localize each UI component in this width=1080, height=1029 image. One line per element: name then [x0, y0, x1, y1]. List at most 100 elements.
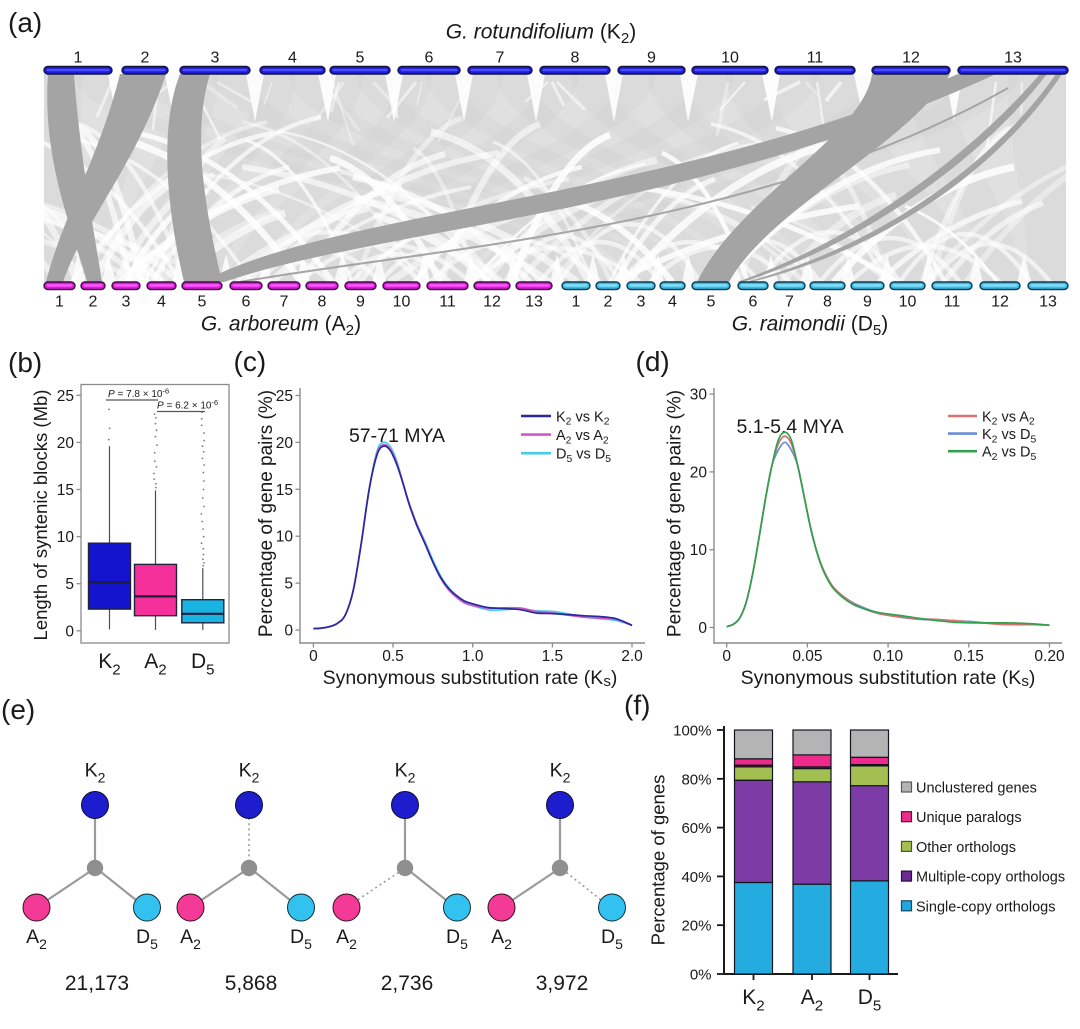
svg-text:12: 12	[483, 294, 501, 311]
svg-text:10: 10	[393, 294, 411, 311]
svg-text:8: 8	[318, 294, 327, 311]
svg-text:8: 8	[571, 50, 580, 67]
svg-text:K2​: K2​	[550, 760, 571, 786]
svg-text:0.10: 0.10	[873, 648, 904, 665]
svg-text:60%: 60%	[681, 820, 711, 837]
svg-text:5.1-5.4 MYA: 5.1-5.4 MYA	[737, 416, 844, 438]
svg-text:K2​: K2​	[742, 986, 764, 1015]
svg-text:Percentage of gene pairs (%): Percentage of gene pairs (%)	[256, 390, 277, 637]
svg-text:25: 25	[276, 388, 293, 405]
svg-text:D5​: D5​	[601, 926, 623, 952]
svg-text:A2​ vs D5​: A2​ vs D5​	[982, 445, 1036, 463]
svg-text:12: 12	[902, 50, 920, 67]
svg-text:D5​: D5​	[858, 986, 882, 1015]
svg-text:3: 3	[122, 294, 131, 311]
svg-text:P = 7.8 × 10-6: P = 7.8 × 10-6	[108, 387, 169, 401]
svg-text:10: 10	[57, 529, 75, 546]
svg-text:Multiple-copy orthologs: Multiple-copy orthologs	[916, 870, 1065, 886]
svg-text:G. arboreum (A2​): G. arboreum (A2​)	[201, 313, 361, 340]
svg-text:7: 7	[785, 294, 794, 311]
svg-text:0.5: 0.5	[382, 648, 404, 665]
svg-text:5: 5	[707, 294, 716, 311]
svg-text:(e): (e)	[1, 694, 35, 725]
svg-text:1: 1	[572, 294, 581, 311]
svg-text:13: 13	[1039, 294, 1057, 311]
svg-text:8: 8	[823, 294, 832, 311]
svg-text:G. rotundifolium (K2​): G. rotundifolium (K2​)	[446, 21, 636, 48]
svg-text:20: 20	[690, 464, 708, 481]
svg-text:K2​: K2​	[98, 650, 120, 679]
svg-text:A2​: A2​	[26, 926, 47, 952]
svg-text:10: 10	[899, 294, 917, 311]
svg-text:5: 5	[65, 576, 74, 593]
svg-text:20: 20	[276, 435, 294, 452]
svg-text:13: 13	[1004, 50, 1022, 67]
svg-text:Percentage of genes: Percentage of genes	[648, 775, 669, 946]
svg-text:3,972: 3,972	[536, 972, 589, 995]
svg-text:40%: 40%	[681, 869, 711, 886]
svg-text:K2​ vs D5​: K2​ vs D5​	[982, 427, 1036, 445]
svg-text:(c): (c)	[234, 346, 267, 377]
svg-text:A2​: A2​	[801, 986, 823, 1015]
svg-text:2: 2	[141, 50, 150, 67]
svg-text:3: 3	[211, 50, 220, 67]
svg-text:11: 11	[944, 294, 961, 311]
svg-text:Unclustered genes: Unclustered genes	[916, 781, 1037, 797]
svg-text:7: 7	[496, 50, 505, 67]
svg-text:0: 0	[65, 623, 74, 640]
svg-text:Unique paralogs: Unique paralogs	[916, 810, 1022, 826]
svg-text:5,868: 5,868	[225, 972, 278, 995]
svg-text:Synonymous substitution rate (: Synonymous substitution rate (Ks​)	[323, 667, 618, 690]
svg-text:P = 6.2 × 10-6: P = 6.2 × 10-6	[157, 398, 218, 412]
svg-text:D5​: D5​	[136, 926, 158, 952]
svg-text:13: 13	[525, 294, 543, 311]
svg-text:D5​: D5​	[290, 926, 312, 952]
svg-text:1: 1	[55, 294, 64, 311]
svg-text:4: 4	[668, 294, 677, 311]
svg-text:9: 9	[356, 294, 365, 311]
svg-text:(d): (d)	[636, 346, 670, 377]
svg-text:11: 11	[439, 294, 456, 311]
svg-text:A2​: A2​	[180, 926, 201, 952]
svg-text:9: 9	[863, 294, 872, 311]
svg-text:2,736: 2,736	[381, 972, 434, 995]
svg-text:10: 10	[276, 529, 294, 546]
svg-text:2: 2	[89, 294, 98, 311]
svg-text:Percentage of gene pairs (%): Percentage of gene pairs (%)	[665, 390, 686, 637]
svg-text:6: 6	[425, 50, 434, 67]
svg-text:11: 11	[807, 50, 824, 67]
svg-text:1.5: 1.5	[542, 648, 564, 665]
svg-text:A2​: A2​	[144, 650, 166, 679]
svg-text:15: 15	[276, 482, 293, 499]
svg-text:D5​ vs D5​: D5​ vs D5​	[556, 447, 611, 465]
svg-text:K2​: K2​	[395, 760, 416, 786]
svg-text:1.0: 1.0	[462, 648, 484, 665]
svg-text:12: 12	[991, 294, 1009, 311]
svg-text:1: 1	[74, 50, 83, 67]
svg-text:(f): (f)	[624, 690, 650, 721]
svg-text:Synonymous substitution rate (: Synonymous substitution rate (Ks​)	[741, 667, 1036, 690]
svg-text:D5​: D5​	[191, 650, 215, 679]
svg-text:A2​: A2​	[336, 926, 357, 952]
svg-text:4: 4	[288, 50, 297, 67]
svg-text:Single-copy orthologs: Single-copy orthologs	[916, 899, 1055, 915]
svg-text:20%: 20%	[681, 918, 711, 935]
svg-text:10: 10	[690, 542, 708, 559]
svg-text:(b): (b)	[8, 347, 42, 378]
svg-text:0: 0	[309, 648, 318, 665]
svg-text:G. raimondii (D5​): G. raimondii (D5​)	[732, 313, 889, 340]
svg-text:6: 6	[242, 294, 251, 311]
svg-text:2: 2	[604, 294, 613, 311]
svg-text:A2​: A2​	[491, 926, 512, 952]
svg-text:15: 15	[57, 482, 74, 499]
svg-text:7: 7	[280, 294, 289, 311]
svg-text:0: 0	[698, 620, 707, 637]
svg-text:(a): (a)	[8, 7, 42, 38]
svg-text:100%: 100%	[673, 723, 711, 740]
svg-text:K2​: K2​	[85, 760, 106, 786]
svg-text:Length of syntenic blocks (Mb): Length of syntenic blocks (Mb)	[30, 390, 51, 641]
svg-text:21,173: 21,173	[65, 972, 129, 995]
svg-text:0.15: 0.15	[954, 648, 984, 665]
svg-text:80%: 80%	[681, 771, 711, 788]
svg-text:57-71 MYA: 57-71 MYA	[349, 425, 445, 447]
